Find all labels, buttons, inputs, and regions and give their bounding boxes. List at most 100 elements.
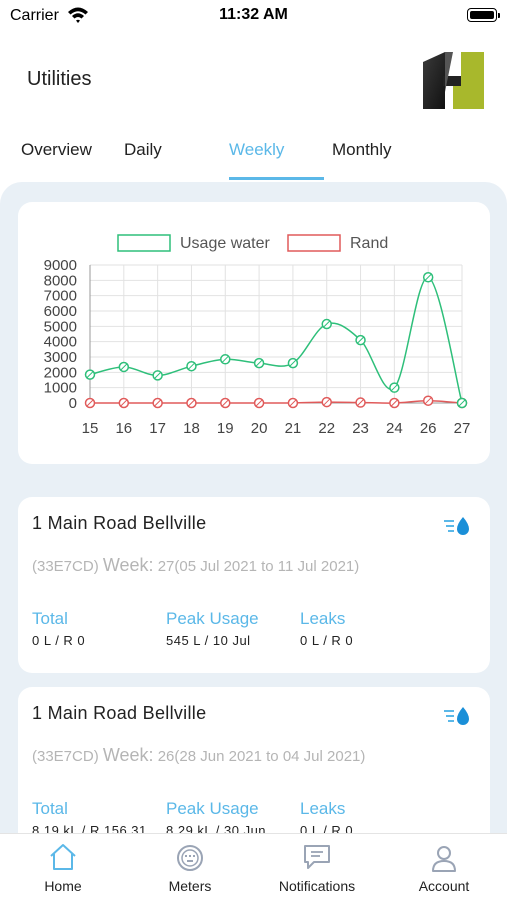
data-point-mark xyxy=(289,359,297,367)
data-point-mark xyxy=(424,273,432,281)
y-tick-label: 6000 xyxy=(44,303,77,320)
page-title: Utilities xyxy=(27,68,92,90)
tab-weekly[interactable]: Weekly xyxy=(229,140,285,159)
nav-meters-label: Meters xyxy=(168,878,212,894)
total-label: Total xyxy=(32,799,68,818)
total-value: 0 L / R 0 xyxy=(32,633,86,648)
data-point-mark xyxy=(154,372,161,379)
data-point-mark xyxy=(255,399,263,407)
peak-usage-value: 545 L / 10 Jul xyxy=(166,633,251,648)
leaks-value: 0 L / R 0 xyxy=(300,633,354,648)
chat-icon xyxy=(302,843,332,876)
usage-chart-card: 0 1000 2000 3000 4000 5000 6000 7000 8000 9000 15 1… xyxy=(18,202,490,464)
wifi-icon xyxy=(67,6,89,29)
x-tick-label: 16 xyxy=(115,420,132,437)
home-icon xyxy=(48,843,78,876)
data-point-mark xyxy=(86,371,94,378)
active-tab-indicator xyxy=(229,177,324,180)
y-tick-label: 3000 xyxy=(44,349,77,366)
meter-card[interactable]: 1 Main Road Bellville (33E7CD) Week: 27(… xyxy=(18,497,490,673)
nav-home[interactable]: Home xyxy=(0,834,126,901)
bottom-navigation: Home Meters Notifications xyxy=(0,833,507,900)
tab-daily[interactable]: Daily xyxy=(124,140,162,159)
leaks-label: Leaks xyxy=(300,609,346,628)
legend-label: Rand xyxy=(350,235,388,252)
battery-icon xyxy=(467,8,500,22)
x-tick-label: 22 xyxy=(318,420,335,437)
nav-account-label: Account xyxy=(418,878,470,894)
data-point-mark xyxy=(323,320,331,328)
tab-monthly[interactable]: Monthly xyxy=(332,140,392,159)
status-time: 11:32 AM xyxy=(219,6,288,23)
leaks-label: Leaks xyxy=(300,799,346,818)
data-point-mark xyxy=(188,399,195,407)
tab-overview[interactable]: Overview xyxy=(21,140,92,159)
series-line xyxy=(90,399,463,404)
company-logo xyxy=(423,52,484,109)
nav-account[interactable]: Account xyxy=(381,834,507,901)
person-icon xyxy=(429,843,459,878)
week-range: 27(05 Jul 2021 to 11 Jul 2021) xyxy=(157,558,360,575)
y-tick-label: 8000 xyxy=(44,272,77,289)
x-tick-label: 20 xyxy=(251,420,268,437)
meter-card[interactable]: 1 Main Road Bellville (33E7CD) Week: 26(… xyxy=(18,687,490,833)
content-area[interactable]: 0 1000 2000 3000 4000 5000 6000 7000 8000 9000 15 1… xyxy=(0,182,507,833)
data-point-mark xyxy=(458,399,466,407)
legend-swatch xyxy=(287,234,341,252)
week-label: Week: xyxy=(102,555,154,575)
x-tick-label: 17 xyxy=(149,420,166,437)
x-tick-label: 18 xyxy=(183,420,200,437)
x-tick-label: 15 xyxy=(82,420,99,437)
nav-notifications-label: Notifications xyxy=(278,878,356,894)
app-header: Utilities xyxy=(0,40,507,120)
meter-title: 1 Main Road Bellville xyxy=(32,513,207,533)
status-bar: Carrier 11:32 AM xyxy=(0,0,507,34)
x-tick-label: 27 xyxy=(454,420,471,437)
meter-icon xyxy=(175,843,205,878)
data-point-mark xyxy=(221,355,229,363)
nav-home-label: Home xyxy=(44,878,82,894)
data-point-mark xyxy=(323,398,331,406)
data-point-mark xyxy=(289,399,297,407)
legend-label: Usage water xyxy=(180,235,270,252)
meter-code: (33E7CD) xyxy=(32,748,99,765)
period-tabs: Overview Daily Weekly Monthly xyxy=(0,130,507,182)
y-tick-label: 5000 xyxy=(44,318,77,335)
data-point-mark xyxy=(391,399,398,407)
nav-meters[interactable]: Meters xyxy=(127,834,253,901)
leaks-value: 0 L / R 0 xyxy=(300,823,354,833)
data-point-mark xyxy=(357,336,364,344)
water-meter-icon[interactable] xyxy=(444,706,472,731)
x-tick-label: 26 xyxy=(420,420,437,437)
water-meter-icon[interactable] xyxy=(444,516,472,541)
data-point-mark xyxy=(188,362,195,370)
meter-week-info: (33E7CD) Week: 26(28 Jun 2021 to 04 Jul … xyxy=(32,745,365,766)
data-point-mark xyxy=(255,359,263,367)
week-label: Week: xyxy=(102,745,154,765)
y-tick-label: 7000 xyxy=(44,288,77,305)
data-point-mark xyxy=(120,363,128,371)
peak-usage-value: 8.29 kL / 30 Jun xyxy=(166,823,267,833)
meter-week-info: (33E7CD) Week: 27(05 Jul 2021 to 11 Jul … xyxy=(32,555,359,576)
total-value: 8.19 kL / R 156.31 xyxy=(32,823,147,833)
data-point-mark xyxy=(391,384,398,392)
x-tick-label: 19 xyxy=(217,420,234,437)
week-range: 26(28 Jun 2021 to 04 Jul 2021) xyxy=(157,748,366,765)
legend-swatch xyxy=(117,234,171,252)
data-point-mark xyxy=(221,399,229,407)
data-point-mark xyxy=(357,399,364,406)
y-tick-label: 1000 xyxy=(44,380,77,397)
data-point-mark xyxy=(154,399,161,407)
data-point-mark xyxy=(424,397,432,405)
total-label: Total xyxy=(32,609,68,628)
data-point-mark xyxy=(86,399,94,407)
nav-notifications[interactable]: Notifications xyxy=(254,834,380,901)
meter-code: (33E7CD) xyxy=(32,558,99,575)
meter-title: 1 Main Road Bellville xyxy=(32,703,207,723)
x-tick-label: 23 xyxy=(352,420,369,437)
y-tick-label: 2000 xyxy=(44,364,77,381)
carrier-label: Carrier xyxy=(10,7,59,24)
y-tick-label: 0 xyxy=(69,395,77,412)
peak-usage-label: Peak Usage xyxy=(166,609,259,628)
peak-usage-label: Peak Usage xyxy=(166,799,259,818)
